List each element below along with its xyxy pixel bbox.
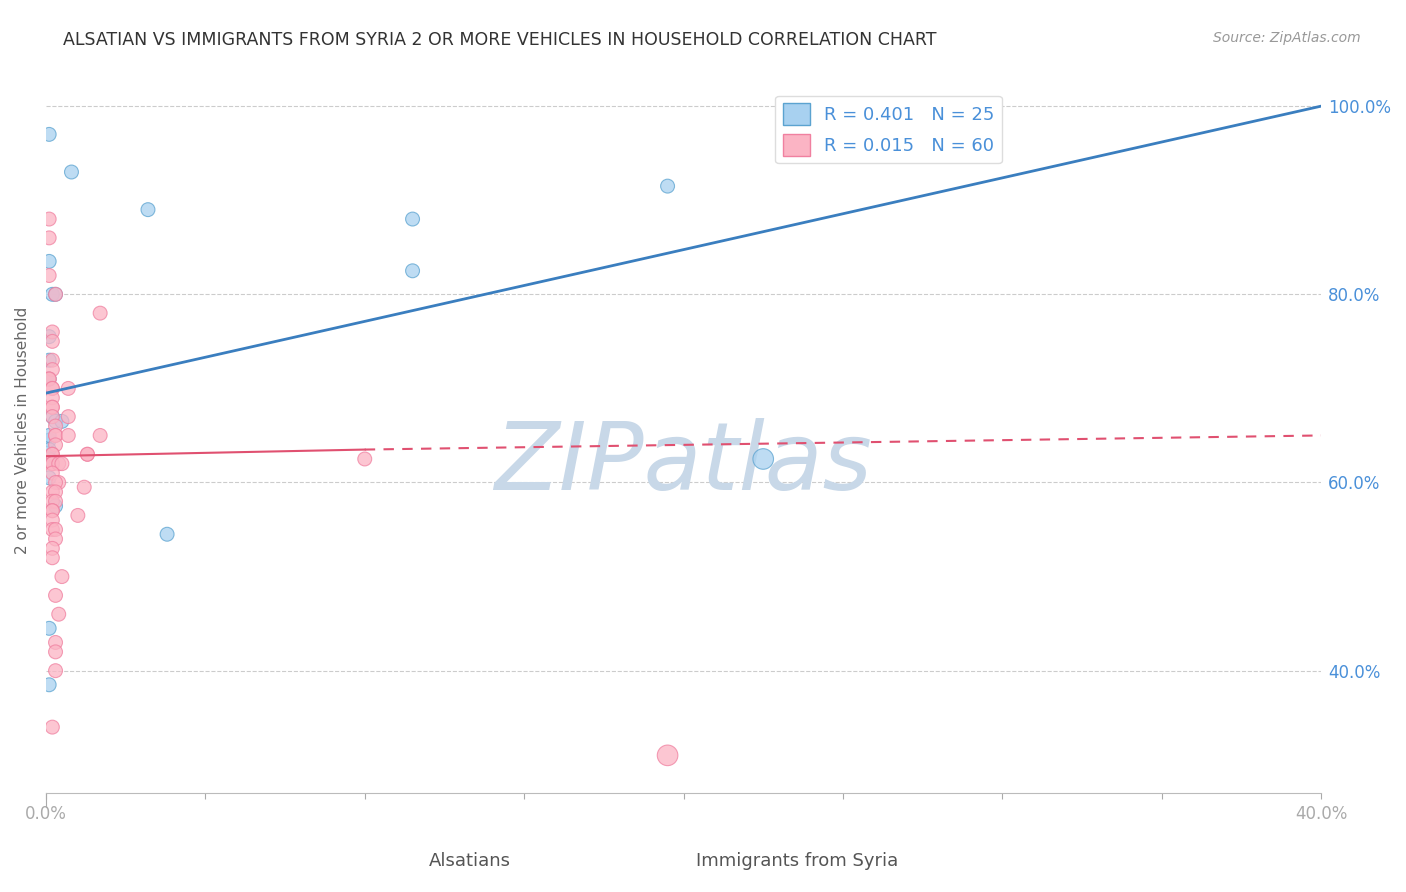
Point	[44, 428, 66, 442]
Point	[89, 428, 111, 442]
Point	[44, 438, 66, 452]
Point	[44, 499, 66, 513]
Point	[38, 471, 60, 485]
Point	[41, 409, 63, 424]
Point	[38, 128, 60, 142]
Point	[38, 353, 60, 368]
Point	[38, 254, 60, 268]
Point	[41, 325, 63, 339]
Text: ZIPatlas: ZIPatlas	[495, 417, 873, 508]
Point	[41, 550, 63, 565]
Point	[41, 484, 63, 499]
Point	[51, 457, 73, 471]
Text: Immigrants from Syria: Immigrants from Syria	[696, 852, 898, 870]
Point	[41, 447, 63, 461]
Point	[38, 372, 60, 386]
Point	[89, 306, 111, 320]
Point	[76, 447, 98, 461]
Point	[44, 287, 66, 301]
Point	[657, 179, 679, 194]
Point	[48, 607, 70, 622]
Point	[41, 287, 63, 301]
Point	[44, 635, 66, 649]
Text: ALSATIAN VS IMMIGRANTS FROM SYRIA 2 OR MORE VEHICLES IN HOUSEHOLD CORRELATION CH: ALSATIAN VS IMMIGRANTS FROM SYRIA 2 OR M…	[63, 31, 936, 49]
Point	[73, 480, 96, 494]
Point	[41, 504, 63, 518]
Point	[38, 621, 60, 635]
Text: Alsatians: Alsatians	[429, 852, 510, 870]
Point	[44, 475, 66, 490]
Point	[41, 457, 63, 471]
Point	[41, 720, 63, 734]
Point	[44, 588, 66, 602]
Point	[38, 212, 60, 227]
Point	[44, 664, 66, 678]
Point	[38, 678, 60, 692]
Legend: R = 0.401   N = 25, R = 0.015   N = 60: R = 0.401 N = 25, R = 0.015 N = 60	[776, 95, 1001, 163]
Point	[41, 457, 63, 471]
Point	[156, 527, 179, 541]
Point	[58, 428, 80, 442]
Point	[41, 409, 63, 424]
Point	[41, 513, 63, 527]
Y-axis label: 2 or more Vehicles in Household: 2 or more Vehicles in Household	[15, 307, 30, 554]
Point	[38, 452, 60, 467]
Point	[51, 569, 73, 583]
Point	[44, 287, 66, 301]
Point	[41, 447, 63, 461]
Point	[66, 508, 89, 523]
Point	[38, 372, 60, 386]
Point	[76, 447, 98, 461]
Point	[353, 452, 375, 467]
Point	[38, 372, 60, 386]
Point	[41, 541, 63, 556]
Point	[48, 475, 70, 490]
Point	[44, 645, 66, 659]
Point	[38, 442, 60, 457]
Point	[44, 414, 66, 428]
Point	[41, 466, 63, 480]
Point	[44, 484, 66, 499]
Point	[136, 202, 159, 217]
Point	[51, 414, 73, 428]
Point	[44, 523, 66, 537]
Point	[41, 381, 63, 395]
Point	[41, 381, 63, 395]
Text: Source: ZipAtlas.com: Source: ZipAtlas.com	[1213, 31, 1361, 45]
Point	[41, 504, 63, 518]
Point	[657, 748, 679, 763]
Point	[44, 494, 66, 508]
Point	[60, 165, 83, 179]
Point	[41, 523, 63, 537]
Point	[38, 428, 60, 442]
Point	[41, 401, 63, 415]
Point	[38, 329, 60, 343]
Point	[41, 494, 63, 508]
Point	[44, 428, 66, 442]
Point	[58, 381, 80, 395]
Point	[44, 532, 66, 546]
Point	[401, 212, 423, 227]
Point	[58, 409, 80, 424]
Point	[38, 268, 60, 283]
Point	[41, 362, 63, 376]
Point	[44, 419, 66, 434]
Point	[41, 401, 63, 415]
Point	[752, 452, 775, 467]
Point	[401, 264, 423, 278]
Point	[41, 391, 63, 405]
Point	[41, 457, 63, 471]
Point	[38, 231, 60, 245]
Point	[41, 353, 63, 368]
Point	[38, 433, 60, 447]
Point	[48, 457, 70, 471]
Point	[41, 334, 63, 349]
